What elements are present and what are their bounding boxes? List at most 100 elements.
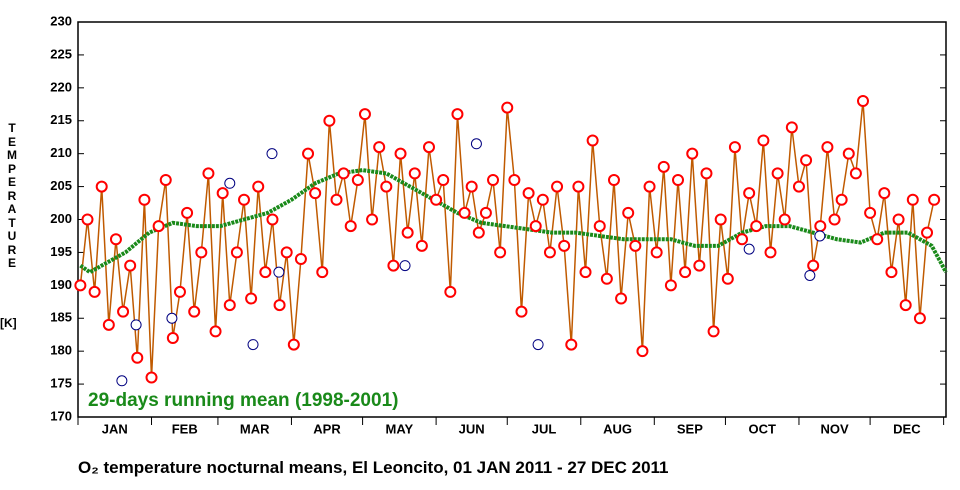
- data-point: [515, 305, 528, 318]
- x-tick-label: OCT: [748, 421, 776, 436]
- data-point: [764, 246, 777, 259]
- data-point: [102, 318, 115, 331]
- data-point: [650, 246, 663, 259]
- y-axis-unit: [K]: [0, 316, 17, 330]
- data-point: [657, 160, 670, 173]
- data-point: [529, 220, 542, 233]
- data-point: [287, 338, 300, 351]
- data-point: [921, 226, 934, 239]
- data-point: [821, 141, 834, 154]
- data-point: [401, 226, 414, 239]
- data-point: [757, 134, 770, 147]
- data-point: [600, 272, 613, 285]
- data-point: [294, 253, 307, 265]
- data-point: [928, 193, 941, 206]
- data-point: [195, 246, 208, 259]
- data-point: [394, 147, 407, 160]
- data-point: [551, 180, 564, 193]
- data-point: [871, 233, 884, 246]
- data-point: [323, 114, 336, 127]
- data-point: [202, 167, 215, 180]
- data-point: [522, 187, 535, 200]
- y-tick-label: 175: [50, 376, 72, 391]
- data-point: [131, 351, 144, 364]
- data-point: [664, 279, 677, 292]
- data-point: [636, 345, 649, 358]
- data-point: [252, 180, 265, 193]
- data-point: [145, 371, 158, 384]
- data-point-alt: [470, 138, 482, 150]
- y-tick-label: 230: [50, 13, 72, 28]
- data-point: [337, 167, 350, 180]
- data-point: [159, 174, 172, 186]
- data-point: [465, 180, 478, 193]
- y-tick-label: 210: [50, 145, 72, 160]
- data-point-alt: [743, 243, 755, 255]
- data-point: [885, 266, 898, 279]
- data-point: [814, 220, 827, 233]
- data-point: [280, 246, 293, 259]
- data-point: [558, 239, 571, 252]
- data-point-alt: [130, 319, 142, 331]
- data-point: [152, 220, 165, 233]
- data-point: [743, 187, 756, 200]
- data-point: [913, 312, 926, 325]
- data-point: [736, 233, 749, 246]
- y-tick-label: 225: [50, 46, 72, 61]
- data-point: [422, 141, 435, 154]
- y-tick-label: 190: [50, 277, 72, 292]
- data-point-alt: [166, 312, 178, 324]
- data-point: [81, 213, 94, 226]
- data-point: [679, 266, 692, 279]
- x-tick-label: JUN: [459, 421, 485, 436]
- x-tick-label: DEC: [893, 421, 921, 436]
- data-point: [173, 285, 186, 298]
- data-point: [259, 266, 272, 279]
- data-point: [302, 147, 315, 160]
- data-point: [238, 193, 251, 206]
- data-point: [88, 285, 101, 298]
- data-point: [629, 239, 642, 252]
- data-point-alt: [247, 339, 259, 351]
- data-point: [878, 187, 891, 200]
- data-point: [828, 213, 841, 226]
- data-point: [74, 279, 87, 292]
- data-point: [408, 167, 421, 180]
- data-point: [835, 193, 848, 206]
- data-point-alt: [116, 375, 128, 387]
- data-point: [686, 147, 699, 160]
- chart: 29-days running mean (1998-2001) 170 175 1…: [50, 13, 948, 436]
- data-point: [444, 285, 457, 298]
- data-point: [138, 193, 151, 206]
- y-tick-label: 180: [50, 343, 72, 358]
- data-point: [124, 259, 137, 272]
- data-point: [344, 220, 357, 233]
- y-tick-label: 215: [50, 112, 72, 127]
- data-point: [487, 174, 500, 186]
- data-point-alt: [532, 339, 544, 351]
- data-point: [579, 266, 592, 279]
- data-point: [380, 180, 393, 193]
- x-tick-label: MAY: [385, 421, 413, 436]
- x-tick-label: FEB: [172, 421, 198, 436]
- data-point: [230, 246, 243, 259]
- data-point: [593, 220, 606, 233]
- x-tick-label: APR: [313, 421, 341, 436]
- data-point: [572, 180, 585, 193]
- data-point: [373, 141, 386, 154]
- data-point: [543, 246, 556, 259]
- data-point-alt: [399, 260, 411, 272]
- x-tick-label: NOV: [820, 421, 849, 436]
- data-point: [892, 213, 905, 226]
- running-mean-line: [79, 168, 948, 275]
- x-tick-label: JAN: [102, 421, 128, 436]
- data-point: [245, 292, 258, 305]
- data-point: [864, 206, 877, 219]
- x-tick-label: SEP: [677, 421, 703, 436]
- y-tick-label: 220: [50, 79, 72, 94]
- data-point: [366, 213, 379, 226]
- data-point: [330, 193, 343, 206]
- data-point: [309, 187, 322, 200]
- data-point: [479, 206, 492, 219]
